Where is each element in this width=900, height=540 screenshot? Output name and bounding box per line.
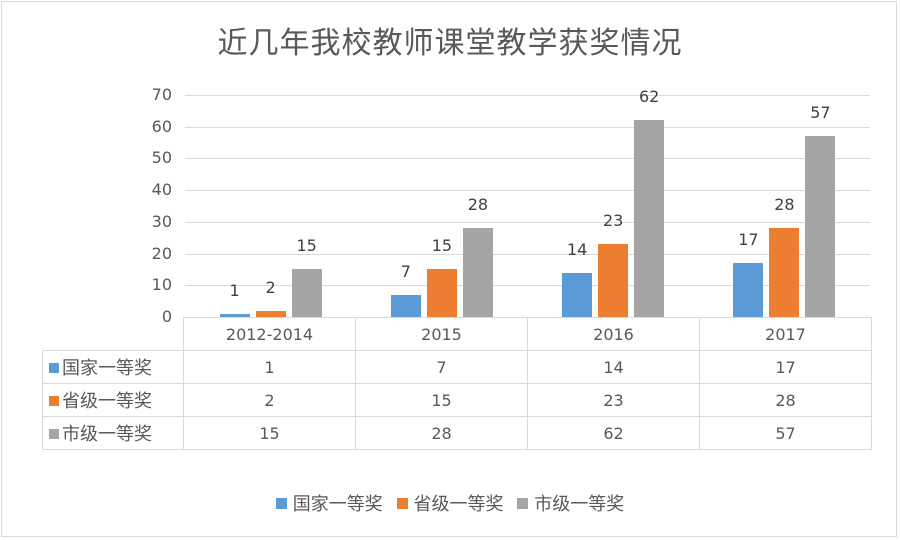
data-label: 28 [467, 195, 489, 215]
category-label: 2016 [527, 317, 700, 351]
bar [390, 294, 421, 317]
category-label: 2015 [355, 317, 528, 351]
table-cell: 2 [183, 383, 356, 417]
bar [634, 120, 665, 317]
bar [291, 269, 322, 317]
legend-item-provincial: 省级一等奖 [396, 490, 504, 516]
bar [255, 310, 286, 317]
table-cell: 28 [355, 416, 528, 450]
category-label: 2012-2014 [183, 317, 356, 351]
data-label: 15 [296, 236, 317, 256]
legend-item-municipal: 市级一等奖 [517, 490, 624, 516]
table-cell: 57 [699, 416, 872, 450]
data-label: 2 [265, 277, 276, 297]
legend-swatch-icon [275, 498, 287, 509]
gridline [185, 285, 870, 287]
data-table-row: 国家一等奖 1 7 14 17 [42, 350, 872, 384]
table-cell: 7 [355, 350, 528, 384]
data-label: 7 [400, 261, 411, 281]
table-cell: 28 [699, 383, 872, 417]
data-label: 57 [810, 103, 831, 123]
bar [598, 244, 629, 317]
data-table-header-row: 2012-2014 2015 2016 2017 [42, 317, 872, 351]
series-label-national: 国家一等奖 [42, 350, 184, 384]
legend-swatch-icon [49, 363, 59, 373]
data-label: 15 [431, 236, 453, 256]
legend: 国家一等奖 省级一等奖 市级一等奖 [0, 490, 900, 516]
data-label: 17 [738, 230, 759, 250]
y-axis-tick-label: 40 [151, 180, 172, 200]
bar [562, 272, 593, 317]
data-label: 23 [602, 211, 624, 231]
y-axis-tick-label: 60 [151, 116, 172, 136]
y-axis-tick-label: 50 [151, 148, 172, 168]
legend-swatch-icon [49, 396, 59, 406]
table-cell: 62 [527, 416, 700, 450]
data-label: 62 [638, 87, 660, 107]
gridline [185, 126, 870, 128]
chart-title: 近几年我校教师课堂教学获奖情况 [217, 26, 683, 61]
y-axis-tick-label: 20 [151, 243, 172, 263]
table-cell: 14 [527, 350, 700, 384]
category-label: 2017 [699, 317, 872, 351]
bar [462, 228, 493, 317]
table-cell: 15 [183, 416, 356, 450]
series-label-municipal: 市级一等奖 [42, 416, 184, 450]
data-table: 2012-2014 2015 2016 2017 国家一等奖 1 7 14 17… [42, 317, 872, 450]
data-label: 1 [229, 280, 240, 300]
bar [219, 313, 250, 317]
legend-swatch-icon [517, 498, 529, 509]
table-cell: 1 [183, 350, 356, 384]
bar [426, 269, 457, 317]
table-cell: 17 [699, 350, 872, 384]
gridline [185, 158, 870, 160]
bar [769, 228, 800, 317]
data-label: 28 [774, 195, 795, 215]
legend-item-national: 国家一等奖 [275, 490, 383, 516]
y-axis-tick-label: 70 [151, 85, 172, 104]
series-label-provincial: 省级一等奖 [42, 383, 184, 417]
table-cell: 15 [355, 383, 528, 417]
data-table-row: 市级一等奖 15 28 62 57 [42, 416, 872, 450]
bar [805, 136, 836, 317]
gridline [185, 253, 870, 255]
data-label: 14 [566, 239, 588, 259]
gridline [185, 221, 870, 223]
data-table-corner [42, 317, 184, 351]
y-axis-tick-label: 30 [151, 211, 172, 231]
bar [733, 263, 764, 317]
y-axis-tick-label: 0 [161, 307, 172, 326]
gridline [185, 95, 870, 96]
legend-swatch-icon [396, 498, 408, 509]
gridline [185, 190, 870, 192]
legend-swatch-icon [49, 429, 59, 439]
y-axis-tick-label: 10 [151, 275, 172, 295]
data-table-row: 省级一等奖 2 15 23 28 [42, 383, 872, 417]
table-cell: 23 [527, 383, 700, 417]
